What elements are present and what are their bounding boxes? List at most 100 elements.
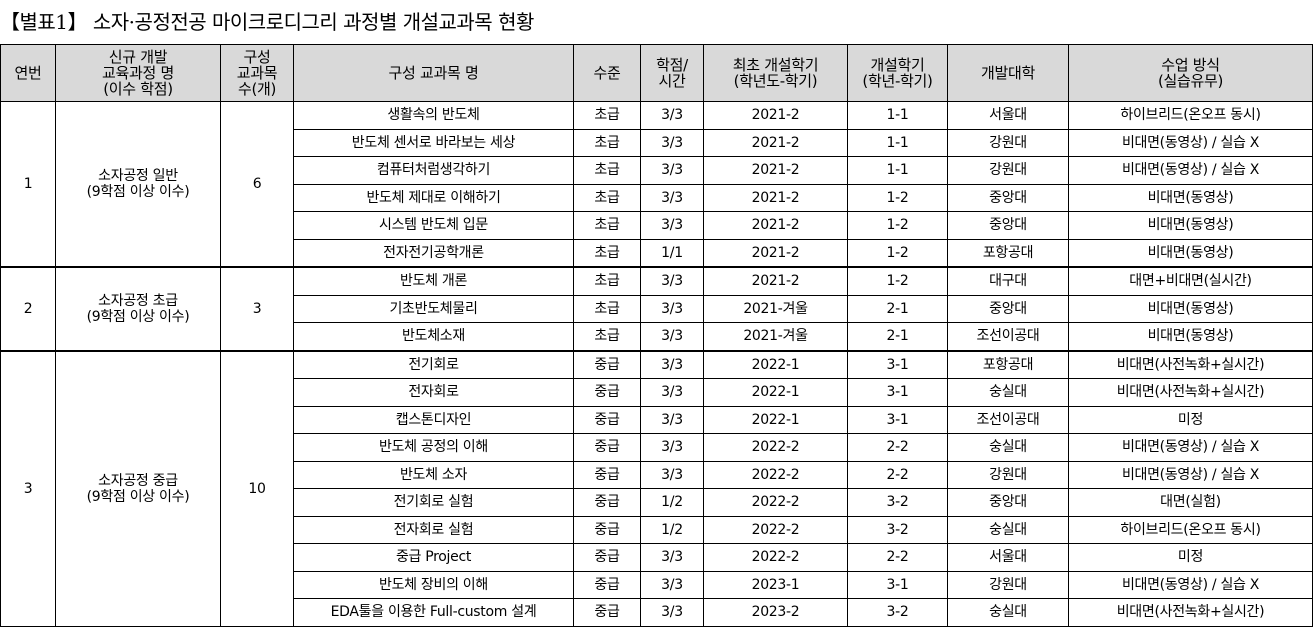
row-number: 3 bbox=[0, 349, 56, 627]
first-semester: 2021-겨울 bbox=[703, 294, 848, 323]
first-semester: 2021-겨울 bbox=[703, 322, 848, 351]
table-row: 3 소자공정 중급 (9학점 이상 이수) 10 전기회로 중급 3/3 2022-1 3-1… bbox=[0, 349, 1313, 627]
level: 초급 bbox=[573, 294, 641, 323]
class-method: 비대면(동영상) bbox=[1068, 294, 1313, 323]
level: 중급 bbox=[573, 460, 641, 489]
class-method: 대면+비대면(실시간) bbox=[1068, 266, 1313, 296]
course-name: 반도체 소자 bbox=[293, 460, 574, 489]
level: 초급 bbox=[573, 101, 641, 130]
course-name: 중급 Project bbox=[293, 543, 574, 572]
table-row: 전기회로 실험 중급 1/2 2022-2 3-2 중앙대 대면(실험) bbox=[1, 488, 1313, 517]
credit-hours: 3/3 bbox=[640, 378, 704, 407]
first-semester: 2022-2 bbox=[703, 543, 848, 572]
semester: 1-2 bbox=[847, 238, 948, 268]
course-name: 생활속의 반도체 bbox=[293, 101, 574, 130]
column-header: 수준 bbox=[573, 44, 641, 102]
course-name: 반도체 센서로 바라보는 세상 bbox=[293, 128, 574, 157]
row-number: 1 bbox=[0, 101, 56, 268]
table-row: 반도체 소자 중급 3/3 2022-2 2-2 강원대 비대면(동영상) / 실습 X bbox=[1, 460, 1313, 489]
university: 포항공대 bbox=[947, 238, 1069, 268]
class-method: 대면(실험) bbox=[1068, 488, 1313, 517]
university: 중앙대 bbox=[947, 183, 1069, 212]
university: 포항공대 bbox=[947, 349, 1069, 379]
table-row: 기초반도체물리 초급 3/3 2021-겨울 2-1 중앙대 비대면(동영상) bbox=[1, 294, 1313, 323]
table-row: 전자회로 실험 중급 1/2 2022-2 3-2 숭실대 하이브리드(온오프 동시) bbox=[1, 515, 1313, 544]
semester: 2-1 bbox=[847, 294, 948, 323]
university: 숭실대 bbox=[947, 433, 1069, 462]
university: 서울대 bbox=[947, 101, 1069, 130]
class-method: 비대면(동영상) / 실습 X bbox=[1068, 460, 1313, 489]
university: 조선이공대 bbox=[947, 322, 1069, 351]
document-title: 【별표1】 소자·공정전공 마이크로디그리 과정별 개설교과목 현황 bbox=[0, 10, 534, 34]
column-header: 최초 개설학기 (학년도-학기) bbox=[703, 44, 848, 102]
university: 숭실대 bbox=[947, 598, 1069, 627]
course-name: 시스템 반도체 입문 bbox=[293, 211, 574, 240]
level: 초급 bbox=[573, 211, 641, 240]
level: 중급 bbox=[573, 488, 641, 517]
semester: 2-1 bbox=[847, 322, 948, 351]
semester: 3-2 bbox=[847, 488, 948, 517]
first-semester: 2022-1 bbox=[703, 378, 848, 407]
semester: 1-2 bbox=[847, 183, 948, 212]
credit-hours: 3/3 bbox=[640, 598, 704, 627]
table-row: 시스템 반도체 입문 초급 3/3 2021-2 1-2 중앙대 비대면(동영상) bbox=[1, 211, 1313, 240]
credit-hours: 3/3 bbox=[640, 266, 704, 296]
course-name: 전자전기공학개론 bbox=[293, 238, 574, 268]
first-semester: 2021-2 bbox=[703, 266, 848, 296]
semester: 1-1 bbox=[847, 128, 948, 157]
first-semester: 2021-2 bbox=[703, 238, 848, 268]
table-row: 캡스톤디자인 중급 3/3 2022-1 3-1 조선이공대 미정 bbox=[1, 405, 1313, 434]
column-header: 수업 방식 (실습유무) bbox=[1068, 44, 1313, 102]
course-name: 반도체 공정의 이해 bbox=[293, 433, 574, 462]
table-row: 중급 Project 중급 3/3 2022-2 2-2 서울대 미정 bbox=[1, 543, 1313, 572]
course-name: 캡스톤디자인 bbox=[293, 405, 574, 434]
university: 중앙대 bbox=[947, 211, 1069, 240]
course-name: 반도체 장비의 이해 bbox=[293, 570, 574, 599]
level: 중급 bbox=[573, 378, 641, 407]
credit-hours: 3/3 bbox=[640, 543, 704, 572]
first-semester: 2021-2 bbox=[703, 128, 848, 157]
class-method: 비대면(사전녹화+실시간) bbox=[1068, 349, 1313, 379]
first-semester: 2021-2 bbox=[703, 101, 848, 130]
class-method: 비대면(사전녹화+실시간) bbox=[1068, 378, 1313, 407]
class-method: 하이브리드(온오프 동시) bbox=[1068, 101, 1313, 130]
university: 서울대 bbox=[947, 543, 1069, 572]
university: 강원대 bbox=[947, 570, 1069, 599]
table-row: 1 소자공정 일반 (9학점 이상 이수) 6 생활속의 반도체 초급 3/3 2021-2… bbox=[0, 101, 1313, 268]
credit-hours: 3/3 bbox=[640, 101, 704, 130]
level: 중급 bbox=[573, 543, 641, 572]
class-method: 비대면(동영상) bbox=[1068, 238, 1313, 268]
level: 중급 bbox=[573, 405, 641, 434]
course-name: 전자회로 실험 bbox=[293, 515, 574, 544]
course-name: 전기회로 bbox=[293, 349, 574, 379]
university: 숭실대 bbox=[947, 378, 1069, 407]
semester: 3-1 bbox=[847, 378, 948, 407]
table-row: 2 소자공정 초급 (9학점 이상 이수) 3 반도체 개론 초급 3/3 2021-2 1-… bbox=[0, 266, 1313, 351]
semester: 2-2 bbox=[847, 543, 948, 572]
first-semester: 2021-2 bbox=[703, 156, 848, 185]
first-semester: 2022-1 bbox=[703, 405, 848, 434]
level: 중급 bbox=[573, 570, 641, 599]
first-semester: 2022-2 bbox=[703, 433, 848, 462]
course-name: 기초반도체물리 bbox=[293, 294, 574, 323]
column-header: 학점/ 시간 bbox=[640, 44, 704, 102]
class-method: 하이브리드(온오프 동시) bbox=[1068, 515, 1313, 544]
program-name: 소자공정 중급 (9학점 이상 이수) bbox=[55, 349, 221, 627]
column-header: 개설학기 (학년-학기) bbox=[847, 44, 948, 102]
credit-hours: 1/2 bbox=[640, 515, 704, 544]
university: 대구대 bbox=[947, 266, 1069, 296]
semester: 2-2 bbox=[847, 433, 948, 462]
class-method: 비대면(동영상) bbox=[1068, 322, 1313, 351]
first-semester: 2022-2 bbox=[703, 515, 848, 544]
column-header: 구성 교과목 수(개) bbox=[220, 44, 294, 102]
semester: 1-1 bbox=[847, 101, 948, 130]
credit-hours: 3/3 bbox=[640, 156, 704, 185]
credit-hours: 3/3 bbox=[640, 405, 704, 434]
university: 중앙대 bbox=[947, 294, 1069, 323]
class-method: 비대면(동영상) bbox=[1068, 211, 1313, 240]
course-count: 6 bbox=[220, 101, 294, 268]
first-semester: 2023-1 bbox=[703, 570, 848, 599]
class-method: 비대면(사전녹화+실시간) bbox=[1068, 598, 1313, 627]
course-name: 컴퓨터처럼생각하기 bbox=[293, 156, 574, 185]
first-semester: 2022-2 bbox=[703, 460, 848, 489]
